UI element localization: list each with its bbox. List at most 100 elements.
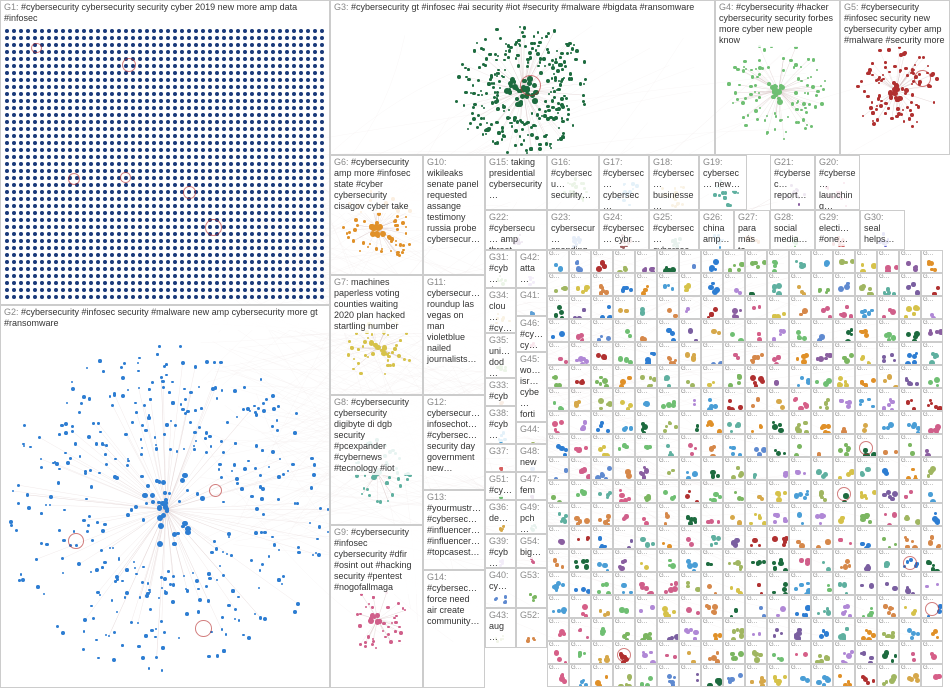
- tile-label: G…: [922, 435, 942, 442]
- tile-cell: G…: [899, 480, 921, 503]
- tile-cell: G…: [723, 641, 745, 664]
- tile-cell: G…: [547, 434, 569, 457]
- tile-cell: G…: [657, 664, 679, 687]
- tile-cell: G…: [569, 664, 591, 687]
- tile-cell: G…: [591, 411, 613, 434]
- tile-label: G…: [702, 527, 722, 534]
- tile-label: G…: [878, 412, 898, 419]
- tile-cell: G…: [591, 250, 613, 273]
- panel-label: #cybersec… cybersec…: [603, 168, 644, 210]
- tile-cell: G…: [833, 503, 855, 526]
- tile-label: G…: [856, 343, 876, 350]
- tile-label: G…: [834, 527, 854, 534]
- tile-cell: G…: [569, 296, 591, 319]
- tile-label: G…: [636, 412, 656, 419]
- tile-cell: G…: [701, 457, 723, 480]
- tile-cell: G…: [855, 549, 877, 572]
- cluster-viz: [331, 1, 714, 154]
- tile-label: G…: [702, 619, 722, 626]
- tile-cell: G…: [657, 503, 679, 526]
- panel-label: cy…: [489, 581, 507, 591]
- tile-cell: G…: [811, 434, 833, 457]
- tile-label: G…: [680, 481, 700, 488]
- tile-cell: G…: [789, 595, 811, 618]
- panel-title: G8: #cybersecurity cybersecurity digibyt…: [331, 396, 422, 475]
- tile-label: G…: [658, 435, 678, 442]
- tile-cell: G…: [569, 434, 591, 457]
- tile-cell: G…: [899, 250, 921, 273]
- tile-label: G…: [548, 481, 568, 488]
- panel-label: #cyb…: [489, 391, 508, 406]
- tile-cell: G…: [833, 319, 855, 342]
- panel-g47: G47: fem…: [516, 472, 547, 500]
- panel-title: G36: de…: [486, 501, 515, 525]
- tile-label: G…: [614, 274, 634, 281]
- tile-cell: G…: [723, 388, 745, 411]
- tile-label: G…: [790, 297, 810, 304]
- tile-cell: G…: [833, 526, 855, 549]
- tile-label: G…: [680, 596, 700, 603]
- tile-label: G…: [812, 343, 832, 350]
- tile-label: G…: [746, 596, 766, 603]
- tile-label: G…: [900, 665, 920, 672]
- tile-label: G…: [922, 573, 942, 580]
- panel-g2: G2: #cybersecurity #infosec security #ma…: [0, 305, 330, 688]
- tile-cell: G…: [811, 618, 833, 641]
- tile-cell: G…: [789, 250, 811, 273]
- panel-title: G47: fem…: [517, 473, 546, 500]
- panel-label: #cyb… thoughts: [489, 263, 512, 288]
- tile-label: G…: [746, 550, 766, 557]
- tile-label: G…: [658, 481, 678, 488]
- panel-title: G18: #cybersec… businesse…: [650, 156, 698, 210]
- tile-cell: G…: [635, 250, 657, 273]
- tile-cell: G…: [811, 296, 833, 319]
- panel-label: clou… #cy…: [489, 301, 512, 333]
- tile-label: G…: [636, 435, 656, 442]
- tile-label: G…: [900, 481, 920, 488]
- tile-label: G…: [922, 412, 942, 419]
- tile-label: G…: [702, 435, 722, 442]
- tile-cell: G…: [547, 572, 569, 595]
- tile-label: G…: [658, 619, 678, 626]
- tile-cell: G…: [723, 664, 745, 687]
- panel-g31: G31: #cyb… thoughts: [485, 250, 516, 288]
- panel-label: fem…: [520, 485, 535, 500]
- tile-cell: G…: [679, 572, 701, 595]
- tile-cell: G…: [657, 549, 679, 572]
- cluster-viz: [1, 306, 329, 687]
- tile-label: G…: [746, 504, 766, 511]
- tile-cell: G…: [679, 457, 701, 480]
- panel-g10: G10: wikileaks senate panel requested as…: [423, 155, 485, 275]
- panel-g49: G49: pch…: [516, 500, 547, 534]
- tile-label: G…: [746, 481, 766, 488]
- tile-label: G…: [768, 412, 788, 419]
- tile-label: G…: [856, 550, 876, 557]
- tile-label: G…: [548, 389, 568, 396]
- tile-cell: G…: [833, 457, 855, 480]
- panel-id: G6:: [334, 157, 349, 167]
- tile-label: G…: [856, 320, 876, 327]
- panel-id: G11:: [427, 277, 446, 287]
- panel-title: G44:: [517, 423, 546, 436]
- tile-cell: G…: [657, 457, 679, 480]
- tile-label: G…: [812, 642, 832, 649]
- tile-cell: G…: [591, 342, 613, 365]
- panel-label: #cybersecurity cybersecurity digibyte di…: [334, 397, 409, 473]
- tile-label: G…: [724, 274, 744, 281]
- tile-label: G…: [812, 504, 832, 511]
- tile-label: G…: [724, 504, 744, 511]
- tile-label: G…: [724, 297, 744, 304]
- tile-cell: G…: [855, 457, 877, 480]
- panel-title: G21: #cybersec… report…: [771, 156, 814, 202]
- tile-label: G…: [636, 504, 656, 511]
- panel-label: #cy… cy…: [520, 329, 543, 350]
- tile-cell: G…: [811, 549, 833, 572]
- tile-cell: G…: [569, 480, 591, 503]
- tile-label: G…: [702, 389, 722, 396]
- tile-cell: G…: [877, 526, 899, 549]
- tile-label: G…: [922, 504, 942, 511]
- tile-cell: G…: [635, 664, 657, 687]
- tile-cell: G…: [547, 641, 569, 664]
- tile-label: G…: [768, 274, 788, 281]
- tile-cell: G…: [701, 618, 723, 641]
